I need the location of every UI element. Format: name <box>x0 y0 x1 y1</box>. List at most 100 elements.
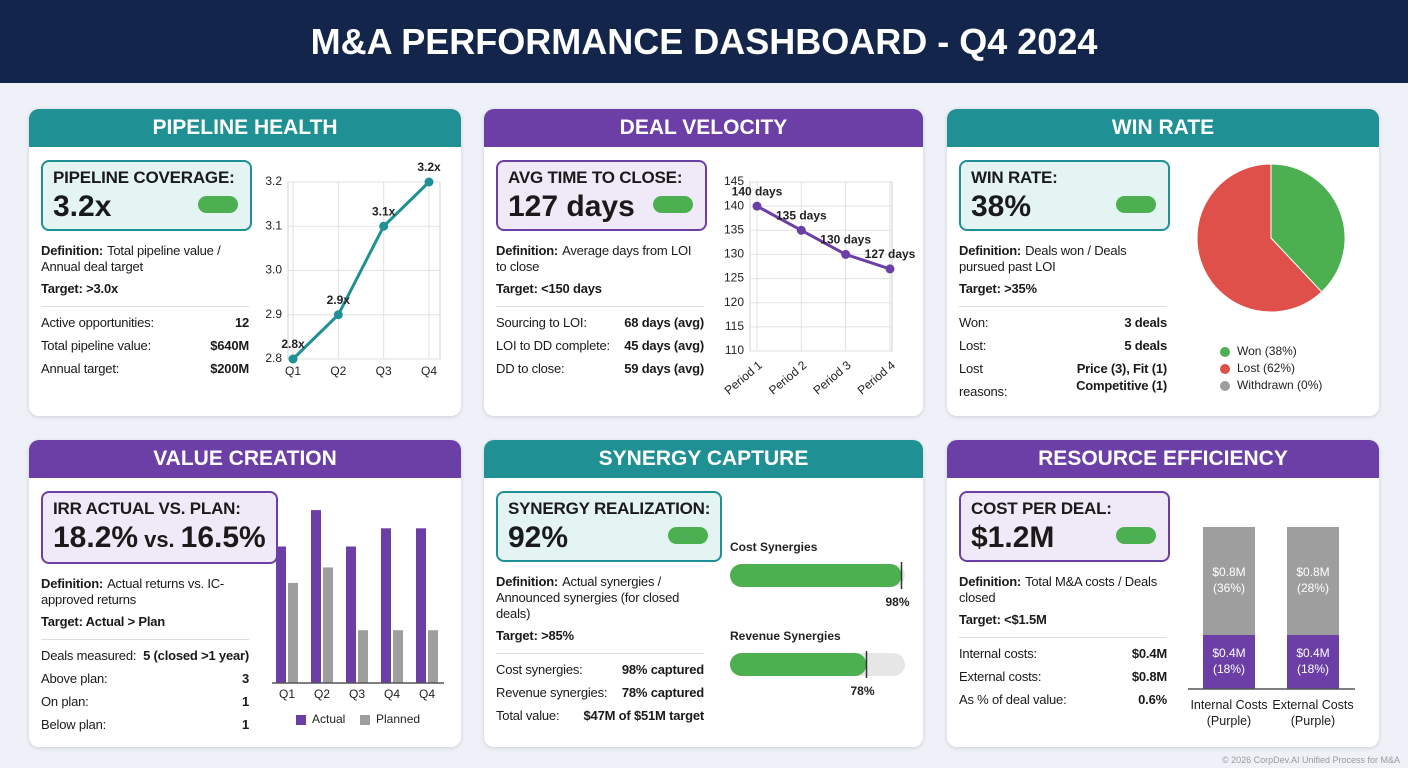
metric-label: Won: <box>959 315 989 330</box>
metric-row: On plan: 1 <box>41 690 249 713</box>
definition: Definition: Total pipeline value / Annual… <box>41 243 249 275</box>
kpi-value-text: 127 days <box>508 190 635 223</box>
metric-row: Total value: $47M of $51M target <box>496 704 704 727</box>
metric-row: External costs: $0.8M <box>959 665 1167 688</box>
metric-label: Active opportunities: <box>41 315 154 330</box>
target: Target: <150 days <box>496 281 602 296</box>
panel-body: SYNERGY REALIZATION: 92% Definition: Actual… <box>496 491 723 727</box>
metric-row: Revenue synergies: 78% captured <box>496 681 704 704</box>
kpi-value-text: 92% <box>508 521 569 554</box>
metric-row: Annual target: $200M <box>41 357 249 380</box>
metric-value: 5 deals <box>1124 338 1167 353</box>
definition-label: Definition: <box>959 243 1022 258</box>
target: Target: >85% <box>496 628 574 643</box>
metric-label: Deals measured: <box>41 648 137 663</box>
definition-text: Actual returns vs. IC-approved returns <box>41 576 225 607</box>
metric-row: Above plan: 3 <box>41 667 249 690</box>
definition-text: Total pipeline value / Annual deal targe… <box>41 243 221 274</box>
kpi-value: $1.2M <box>971 520 1158 556</box>
status-pill <box>1116 527 1156 544</box>
kpi-box: AVG TIME TO CLOSE: 127 days <box>496 160 707 231</box>
metric-label: Cost synergies: <box>496 662 583 677</box>
metric-value: $640M <box>210 338 249 353</box>
metric-value: 12 <box>234 315 249 330</box>
panel-header: PIPELINE HEALTH <box>29 109 461 147</box>
metric-value: 68 days (avg) <box>624 315 704 330</box>
panel-body: AVG TIME TO CLOSE: 127 days Definition: Ave… <box>496 160 707 380</box>
definition-label: Definition: <box>959 574 1022 589</box>
separator <box>41 639 249 640</box>
metric-value: 78% captured <box>621 685 704 700</box>
panel: VALUE CREATION IRR ACTUAL VS. PLAN: 18.2% v… <box>29 440 461 747</box>
kpi-box: IRR ACTUAL VS. PLAN: 18.2% vs. 16.5% <box>41 491 278 564</box>
metric-row: Lost reasons: Price (3), Fit (1) Competit… <box>959 357 1167 403</box>
definition: Definition: Actual synergies / Announced … <box>496 574 704 622</box>
definition-text: Total M&A costs / Deals closed <box>959 574 1158 605</box>
definition: Definition: Actual returns vs. IC-approve… <box>41 576 249 608</box>
panel: SYNERGY CAPTURE SYNERGY REALIZATION: 92% De… <box>484 440 923 747</box>
metric-label: Lost: <box>959 338 987 353</box>
metric-label: Internal costs: <box>959 646 1037 661</box>
metric-value: 1 <box>241 694 249 709</box>
metric-row: Won: 3 deals <box>959 311 1167 334</box>
panel-body: IRR ACTUAL VS. PLAN: 18.2% vs. 16.5% Definit… <box>41 491 278 736</box>
metric-row: Sourcing to LOI: 68 days (avg) <box>496 311 704 334</box>
panel-body: COST PER DEAL: $1.2M Definition: Total M&A … <box>959 491 1170 711</box>
target: Target: >3.0x <box>41 281 118 296</box>
status-pill <box>198 196 238 213</box>
metric-label: Above plan: <box>41 671 108 686</box>
metric-value: 5 (closed >1 year) <box>143 648 249 663</box>
metric-label: DD to close: <box>496 361 565 376</box>
metric-value: $47M of $51M target <box>583 708 705 723</box>
x-tick-label: Internal Costs (Purple) <box>1190 698 1268 728</box>
kpi-label: AVG TIME TO CLOSE: <box>508 168 683 187</box>
separator <box>959 306 1167 307</box>
definition: Definition: Total M&A costs / Deals close… <box>959 574 1167 606</box>
kpi-label: WIN RATE: <box>971 168 1058 187</box>
footer: © 2026 CorpDev.AI Unified Process for M&… <box>1221 755 1400 765</box>
panel: WIN RATE WIN RATE: 38% Definition: Deals won… <box>947 109 1379 416</box>
kpi-value-text: 38% <box>971 190 1032 223</box>
kpi-value-text: $1.2M <box>971 521 1055 554</box>
kpi-box: WIN RATE: 38% <box>959 160 1170 231</box>
metric-value: 1 <box>241 717 249 732</box>
metric-row: Total pipeline value: $640M <box>41 334 249 357</box>
kpi-box: SYNERGY REALIZATION: 92% <box>496 491 723 562</box>
panel-header: DEAL VELOCITY <box>484 109 923 147</box>
metric-row: Deals measured: 5 (closed >1 year) <box>41 644 249 667</box>
metric-row: As % of deal value: 0.6% <box>959 688 1167 711</box>
metric-value: $200M <box>210 361 249 376</box>
kpi-value: 18.2% vs. 16.5% <box>53 520 266 558</box>
definition-label: Definition: <box>41 243 104 258</box>
status-pill <box>1116 196 1156 213</box>
definition: Definition: Deals won / Deals pursued pas… <box>959 243 1167 275</box>
kpi-label: SYNERGY REALIZATION: <box>508 499 711 518</box>
metric-label: Annual target: <box>41 361 120 376</box>
panel-body: PIPELINE COVERAGE: 3.2x Definition: Total p… <box>41 160 252 380</box>
metric-label: Lost reasons: <box>959 361 1008 399</box>
panel: DEAL VELOCITY AVG TIME TO CLOSE: 127 days D… <box>484 109 923 416</box>
metric-row: Lost: 5 deals <box>959 334 1167 357</box>
metric-label: LOI to DD complete: <box>496 338 610 353</box>
kpi-label: COST PER DEAL: <box>971 499 1112 518</box>
target: Target: Actual > Plan <box>41 614 166 629</box>
metric-row: Internal costs: $0.4M <box>959 642 1167 665</box>
status-pill <box>653 196 693 213</box>
kpi-value-text: 18.2% <box>53 521 139 554</box>
kpi-value-text: 3.2x <box>53 190 112 223</box>
metric-value: 98% captured <box>621 662 704 677</box>
panel-header: VALUE CREATION <box>29 440 461 478</box>
metric-value: $0.8M <box>1131 669 1167 684</box>
kpi-label: PIPELINE COVERAGE: <box>53 168 235 187</box>
metric-label: Total value: <box>496 708 560 723</box>
panel-header: RESOURCE EFFICIENCY <box>947 440 1379 478</box>
metric-row: Below plan: 1 <box>41 713 249 736</box>
status-pill <box>668 527 709 544</box>
kpi-value: 92% <box>508 520 710 556</box>
metric-label: External costs: <box>959 669 1042 684</box>
metric-value: 59 days (avg) <box>624 361 704 376</box>
kpi-label: IRR ACTUAL VS. PLAN: <box>53 499 241 518</box>
separator <box>496 653 704 654</box>
kpi-value: 38% <box>971 189 1158 225</box>
target: Target: <$1.5M <box>959 612 1047 627</box>
